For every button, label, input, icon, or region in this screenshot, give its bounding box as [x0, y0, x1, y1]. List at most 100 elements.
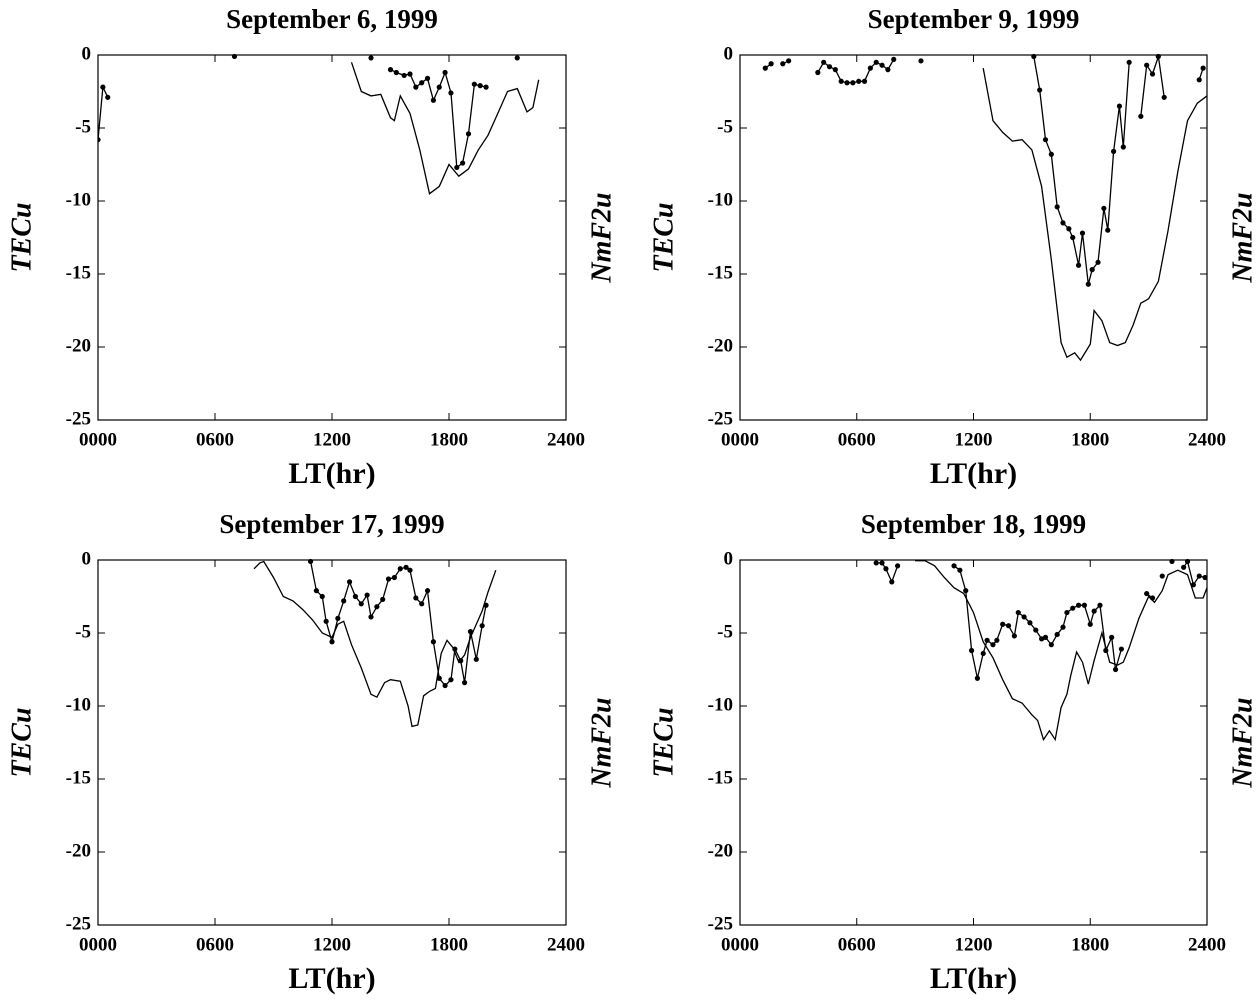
- y-axis-label: TECu: [6, 707, 37, 777]
- point: [436, 84, 442, 90]
- point: [467, 628, 474, 635]
- y-tick-label: -20: [708, 840, 733, 861]
- point: [879, 62, 885, 68]
- point: [984, 637, 990, 643]
- point: [850, 80, 856, 86]
- y-tick-label: 0: [724, 548, 734, 569]
- point: [1048, 642, 1054, 648]
- y-tick-label: -10: [708, 694, 733, 715]
- chart-title: September 17, 1999: [219, 509, 444, 539]
- point: [465, 131, 472, 137]
- point: [1138, 113, 1144, 119]
- series-line: [915, 560, 1207, 742]
- x-tick-label: 2400: [1188, 429, 1226, 450]
- x-tick-label: 0000: [721, 934, 759, 955]
- point: [1190, 582, 1196, 588]
- point: [364, 592, 370, 598]
- point: [397, 566, 403, 572]
- y-tick-label: -5: [717, 116, 733, 137]
- point: [483, 84, 489, 90]
- point: [994, 637, 1000, 643]
- point: [1101, 205, 1107, 211]
- point: [885, 67, 891, 73]
- point: [323, 618, 329, 624]
- point: [963, 588, 969, 594]
- point: [105, 94, 111, 100]
- x-tick-label: 1200: [313, 429, 351, 450]
- series-line: [982, 67, 1207, 362]
- point: [1048, 151, 1054, 157]
- point: [442, 69, 448, 76]
- point: [1149, 71, 1156, 77]
- point: [1075, 262, 1082, 268]
- y-tick-label: -15: [66, 767, 91, 788]
- point: [1200, 65, 1206, 71]
- y-axis-label: TECu: [648, 202, 679, 272]
- point: [454, 164, 460, 171]
- point: [403, 564, 409, 570]
- y-tick-label: 0: [724, 43, 734, 64]
- point: [974, 675, 980, 681]
- point: [867, 65, 873, 71]
- y-tick-label: -20: [66, 335, 91, 356]
- point: [1112, 666, 1119, 673]
- x-tick-label: 1200: [313, 934, 351, 955]
- point: [419, 80, 425, 86]
- point: [452, 646, 458, 652]
- point: [1196, 77, 1202, 83]
- point: [980, 650, 986, 657]
- x-tick-label: 1800: [1071, 934, 1109, 955]
- x-tick-label: 1800: [1071, 429, 1109, 450]
- x-tick-label: 2400: [1188, 934, 1226, 955]
- point: [413, 595, 419, 601]
- point: [1081, 602, 1088, 608]
- point: [1105, 227, 1111, 233]
- point: [352, 593, 358, 600]
- axes-box: [739, 559, 1208, 926]
- y-tick-label: 0: [82, 548, 92, 569]
- point: [1042, 634, 1049, 640]
- point: [98, 137, 101, 143]
- y2-axis-label: NmF2u: [586, 192, 617, 283]
- x-tick-label: 0600: [196, 934, 234, 955]
- y-tick-label: -5: [75, 621, 91, 642]
- point: [1118, 646, 1124, 652]
- y-tick-label: -25: [708, 913, 733, 934]
- point: [471, 81, 477, 87]
- point: [826, 64, 833, 70]
- point: [1060, 220, 1066, 226]
- point: [1042, 137, 1049, 143]
- point: [873, 560, 879, 566]
- point: [374, 604, 380, 610]
- x-tick-label: 2400: [547, 934, 585, 955]
- point: [957, 567, 963, 573]
- chart-title: September 6, 1999: [226, 4, 438, 34]
- point: [873, 59, 879, 65]
- point: [1109, 634, 1115, 640]
- y-tick-label: -25: [66, 913, 91, 934]
- y-tick-label: -10: [66, 189, 91, 210]
- y-tick-label: -5: [75, 116, 91, 137]
- x-tick-label: 0600: [838, 429, 876, 450]
- point: [1075, 602, 1082, 608]
- point: [479, 623, 485, 629]
- point: [368, 55, 374, 61]
- point: [968, 647, 975, 654]
- point: [1079, 230, 1086, 236]
- plot-area: [98, 53, 540, 195]
- point: [918, 58, 924, 64]
- point: [1181, 564, 1187, 570]
- point: [832, 67, 838, 73]
- point: [1070, 234, 1076, 241]
- point: [1126, 59, 1132, 65]
- point: [393, 69, 399, 76]
- y-tick-label: -15: [708, 262, 733, 283]
- chart-title: September 18, 1999: [861, 509, 1086, 539]
- point: [335, 615, 341, 622]
- point: [990, 642, 996, 648]
- x-tick-label: 0600: [838, 934, 876, 955]
